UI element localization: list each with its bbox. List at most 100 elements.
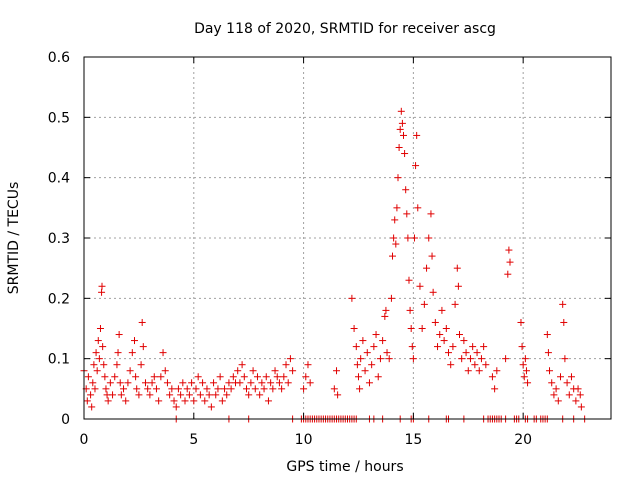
data-point: [249, 367, 257, 375]
data-point: [245, 391, 253, 399]
data-point: [275, 379, 283, 387]
data-point: [577, 403, 585, 411]
data-point: [392, 240, 400, 248]
data-point: [96, 325, 104, 332]
data-point: [111, 373, 119, 381]
data-point: [414, 204, 422, 212]
data-point: [420, 300, 428, 308]
data-point: [214, 385, 222, 393]
data-point: [410, 234, 418, 242]
data-point: [179, 379, 187, 387]
data-point: [460, 337, 468, 345]
x-tick-label: 15: [404, 432, 422, 448]
data-point: [253, 373, 261, 381]
data-point: [106, 379, 114, 387]
data-point: [115, 331, 123, 339]
y-tick-label: 0.6: [48, 50, 70, 66]
data-point: [559, 300, 567, 308]
data-point: [393, 204, 401, 212]
y-tick-label: 0.3: [48, 231, 70, 247]
data-point: [363, 349, 371, 357]
data-point: [170, 397, 178, 405]
data-point: [502, 355, 510, 363]
data-point: [403, 210, 411, 218]
data-point: [376, 355, 384, 363]
data-point: [454, 282, 462, 290]
data-point: [236, 379, 244, 387]
data-point: [447, 361, 455, 369]
data-point: [267, 379, 275, 387]
data-point: [258, 379, 266, 387]
data-point: [286, 355, 294, 363]
data-point: [477, 355, 485, 363]
data-points: [80, 107, 589, 423]
x-tick-label: 0: [80, 432, 89, 448]
grid-layer: [84, 57, 611, 419]
data-point: [385, 355, 393, 363]
data-point: [567, 373, 575, 381]
y-tick-label: 0.4: [48, 171, 70, 187]
data-point: [563, 379, 571, 387]
data-point: [256, 391, 264, 399]
data-point: [387, 294, 395, 302]
data-point: [352, 343, 360, 351]
data-point: [350, 325, 358, 332]
data-point: [394, 174, 402, 182]
x-tick-label: 5: [189, 432, 198, 448]
data-point: [455, 331, 463, 339]
data-point: [409, 355, 417, 363]
data-point: [133, 385, 141, 393]
data-point: [451, 300, 459, 308]
data-point: [116, 379, 124, 387]
data-point: [408, 343, 416, 351]
data-point: [449, 343, 457, 351]
data-point: [264, 397, 272, 405]
data-point: [521, 355, 529, 363]
data-point: [271, 367, 279, 375]
data-point: [416, 282, 424, 290]
data-point: [102, 385, 110, 393]
data-point: [418, 325, 426, 332]
data-point: [201, 397, 209, 405]
data-point: [546, 367, 554, 375]
data-point: [440, 337, 448, 345]
data-point: [238, 361, 246, 369]
data-point: [556, 373, 564, 381]
data-point: [354, 373, 362, 381]
data-point: [330, 385, 338, 393]
data-point: [391, 216, 399, 224]
data-point: [357, 355, 365, 363]
data-point: [561, 355, 569, 363]
data-point: [99, 343, 107, 351]
data-point: [383, 349, 391, 357]
data-point: [397, 107, 405, 115]
data-point: [379, 337, 387, 345]
data-point: [269, 385, 277, 393]
data-point: [120, 385, 128, 393]
data-point: [365, 379, 373, 387]
y-tick-label: 0: [61, 412, 70, 428]
data-point: [146, 391, 154, 399]
data-point: [491, 385, 499, 393]
data-point: [405, 276, 413, 284]
data-point: [304, 361, 312, 369]
data-point: [368, 361, 376, 369]
x-tick-label: 10: [295, 432, 313, 448]
data-point: [196, 391, 204, 399]
data-point: [353, 361, 361, 369]
y-tick-label: 0.2: [48, 291, 70, 307]
data-point: [138, 318, 146, 326]
data-point: [273, 373, 281, 381]
data-point: [203, 385, 211, 393]
data-point: [404, 234, 412, 242]
data-point: [412, 162, 420, 170]
data-point: [280, 373, 288, 381]
data-point: [139, 343, 147, 351]
data-point: [278, 385, 286, 393]
data-point: [212, 391, 220, 399]
data-point: [240, 373, 248, 381]
data-point: [262, 373, 270, 381]
data-point: [348, 294, 356, 302]
data-point: [356, 385, 364, 393]
data-point: [223, 391, 231, 399]
